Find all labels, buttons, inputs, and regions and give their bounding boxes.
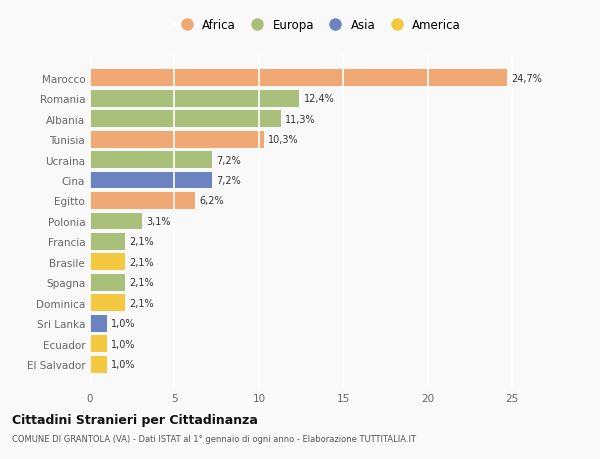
Text: 2,1%: 2,1% (130, 298, 154, 308)
Bar (90, 295, 125, 312)
Text: 12,4%: 12,4% (304, 94, 334, 104)
Text: 7,2%: 7,2% (216, 155, 241, 165)
Text: 2,1%: 2,1% (130, 278, 154, 288)
Text: 2,1%: 2,1% (130, 237, 154, 247)
Text: 11,3%: 11,3% (285, 114, 316, 124)
Text: 24,7%: 24,7% (511, 73, 542, 84)
Text: 1,0%: 1,0% (111, 359, 136, 369)
Bar (90, 356, 107, 373)
Text: Cittadini Stranieri per Cittadinanza: Cittadini Stranieri per Cittadinanza (12, 413, 258, 426)
Text: 1,0%: 1,0% (111, 319, 136, 329)
Bar (90, 90, 299, 107)
Bar (90, 70, 507, 87)
Legend: Africa, Europa, Asia, America: Africa, Europa, Asia, America (170, 14, 466, 37)
Bar (90, 315, 107, 332)
Text: 6,2%: 6,2% (199, 196, 224, 206)
Bar (90, 152, 212, 168)
Bar (90, 336, 107, 353)
Bar (90, 274, 125, 291)
Bar (90, 131, 264, 148)
Text: COMUNE DI GRANTOLA (VA) - Dati ISTAT al 1° gennaio di ogni anno - Elaborazione T: COMUNE DI GRANTOLA (VA) - Dati ISTAT al … (12, 434, 416, 443)
Bar (90, 254, 125, 271)
Bar (90, 193, 195, 209)
Text: 3,1%: 3,1% (146, 217, 171, 226)
Bar (90, 172, 212, 189)
Text: 1,0%: 1,0% (111, 339, 136, 349)
Text: 7,2%: 7,2% (216, 176, 241, 185)
Text: 2,1%: 2,1% (130, 257, 154, 267)
Bar (90, 111, 281, 128)
Bar (90, 213, 142, 230)
Bar (90, 234, 125, 250)
Text: 10,3%: 10,3% (268, 135, 299, 145)
